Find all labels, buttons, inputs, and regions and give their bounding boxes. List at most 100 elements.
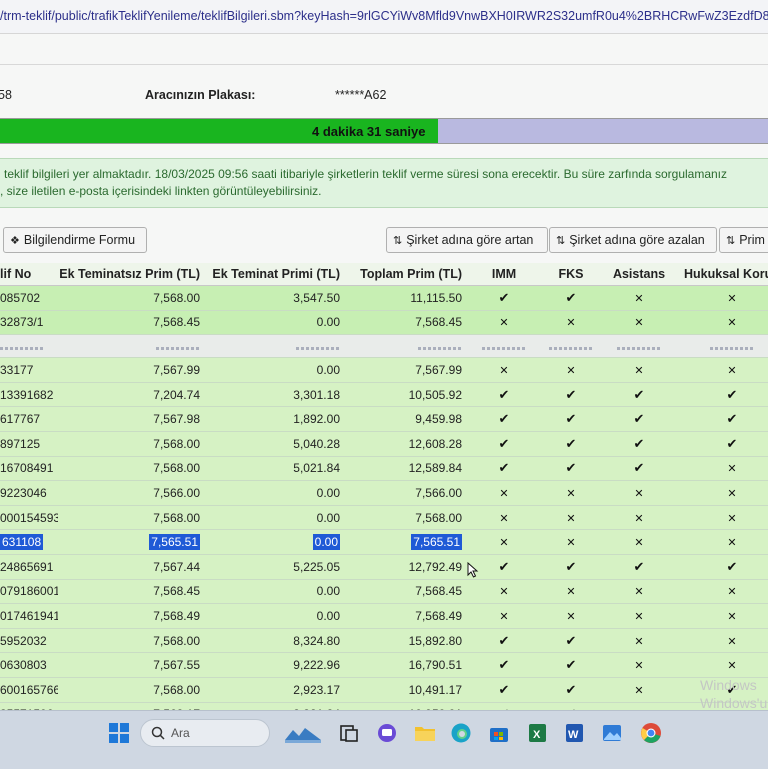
x-icon: ✕	[727, 317, 737, 330]
windows-start-icon[interactable]	[108, 722, 130, 744]
sort-desc-button[interactable]: ⇅ Şirket adına göre azalan	[549, 227, 717, 253]
hukuksal-cell: ✕	[674, 628, 768, 654]
task-view-icon[interactable]	[338, 722, 360, 744]
info-form-button[interactable]: ❖ Bilgilendirme Formu	[3, 227, 147, 253]
widget-icon[interactable]	[283, 722, 323, 744]
col-header-policy-no[interactable]: lif No	[0, 263, 58, 286]
sort-asc-icon: ⇅	[393, 235, 403, 247]
table-row[interactable]: 5952032 7,568.00 8,324.80 15,892.80 ✔ ✔ ✕ ✕	[0, 628, 768, 654]
policy-no-cell: 617767	[0, 406, 58, 432]
table-row[interactable]: 085702 7,568.00 3,547.50 11,115.50 ✔ ✔ ✕ ✕	[0, 285, 768, 311]
mouse-cursor-icon	[467, 562, 479, 578]
asistans-cell: ✔	[604, 431, 674, 457]
asistans-cell: ✕	[604, 480, 674, 506]
sort-asc-button[interactable]: ⇅ Şirket adına göre artan	[386, 227, 548, 253]
table-row[interactable]: 0001545930 7,568.00 0.00 7,568.00 ✕ ✕ ✕ ✕	[0, 505, 768, 531]
total-premium-cell-text: 10,491.17	[408, 682, 462, 697]
base-premium-cell: 7,566.00	[58, 480, 208, 506]
total-premium-cell-text: 7,566.00	[415, 485, 462, 500]
base-premium-cell-text: 7,568.00	[153, 633, 200, 648]
base-premium-cell: 7,568.45	[58, 310, 208, 336]
col-header-hukuksal[interactable]: Hukuksal Koru	[674, 263, 768, 286]
imm-cell: ✕	[470, 310, 538, 336]
check-icon: ✔	[565, 460, 577, 476]
col-header-total-premium[interactable]: Toplam Prim (TL)	[348, 263, 470, 286]
policy-no-cell: 32873/1	[0, 310, 58, 336]
check-icon: ✔	[633, 460, 645, 476]
table-row[interactable]: 0174619411 7,568.49 0.00 7,568.49 ✕ ✕ ✕ ✕	[0, 603, 768, 629]
placeholder-bar	[617, 347, 661, 351]
extra-premium-cell: 9,222.96	[208, 652, 348, 678]
x-icon: ✕	[634, 512, 644, 525]
chat-icon[interactable]	[376, 722, 398, 744]
table-row[interactable]: 9223046 7,566.00 0.00 7,566.00 ✕ ✕ ✕ ✕	[0, 480, 768, 506]
hukuksal-cell: ✔	[674, 554, 768, 580]
table-row[interactable]: 6001657669 7,568.00 2,923.17 10,491.17 ✔ ✔ ✕ ✔	[0, 677, 768, 703]
base-premium-cell-text: 7,204.74	[153, 387, 200, 402]
check-icon: ✔	[726, 681, 738, 697]
base-premium-cell: 7,568.00	[58, 456, 208, 482]
col-header-extra-premium[interactable]: Ek Teminat Primi (TL)	[208, 263, 348, 286]
table-row[interactable]: 897125 7,568.00 5,040.28 12,608.28 ✔ ✔ ✔ ✔	[0, 431, 768, 457]
check-icon: ✔	[498, 558, 510, 574]
col-header-asistans[interactable]: Asistans	[604, 263, 674, 286]
extra-premium-cell-text: 0.00	[316, 584, 340, 599]
base-premium-cell-text: 7,567.44	[153, 559, 200, 574]
total-premium-cell: 16,790.51	[348, 652, 470, 678]
table-row[interactable]: 631108 7,565.51 0.00 7,565.51 ✕ ✕ ✕ ✕	[0, 529, 768, 555]
policy-no-cell-text: 0001545930	[0, 510, 58, 525]
col-header-fks[interactable]: FKS	[538, 263, 604, 286]
store-icon[interactable]	[488, 722, 510, 744]
imm-cell: ✔	[470, 628, 538, 654]
extra-premium-cell: 2,923.17	[208, 677, 348, 703]
placeholder-bar	[549, 347, 593, 351]
info-line-2: x, size iletilen e-posta içerisindeki li…	[0, 184, 322, 198]
base-premium-cell: 7,568.00	[58, 285, 208, 311]
excel-icon[interactable]: X	[526, 722, 548, 744]
base-premium-cell: 7,567.55	[58, 652, 208, 678]
x-icon: ✕	[634, 364, 644, 377]
hukuksal-cell: ✔	[674, 677, 768, 703]
col-header-base-premium[interactable]: Ek Teminatsız Prim (TL)	[58, 263, 208, 286]
table-row[interactable]: 0630803 7,567.55 9,222.96 16,790.51 ✔ ✔ ✕ ✕	[0, 652, 768, 678]
extra-premium-cell-text: 3,381.84	[293, 707, 340, 710]
edge-browser-icon[interactable]	[450, 722, 472, 744]
check-icon: ✔	[726, 558, 738, 574]
total-premium-cell: 9,459.98	[348, 406, 470, 432]
sort-prim-button[interactable]: ⇅ Prim	[719, 227, 768, 253]
fks-cell: ✔	[538, 652, 604, 678]
base-premium-cell: 7,567.99	[58, 357, 208, 383]
base-premium-cell-text: 7,568.00	[153, 436, 200, 451]
total-premium-cell: 10,505.92	[348, 382, 470, 408]
file-explorer-icon[interactable]	[414, 722, 436, 744]
address-bar[interactable]: /trm-teklif/public/trafikTeklifYenileme/…	[0, 0, 768, 34]
table-row[interactable]: 24865691 7,567.44 5,225.05 12,792.49 ✔ ✔ ✔ ✔	[0, 554, 768, 580]
imm-cell: ✔	[470, 431, 538, 457]
chrome-icon[interactable]	[640, 722, 662, 744]
placeholder-bar	[482, 347, 526, 351]
table-row[interactable]: 35571506 7,568.17 3,381.84 10,950.01 ✔ ✔ ✕ ✕	[0, 702, 768, 710]
x-icon: ✕	[727, 463, 737, 476]
taskbar-search-input[interactable]: Ara	[140, 719, 270, 747]
total-premium-cell-text: 10,505.92	[408, 387, 462, 402]
table-row[interactable]: 13391682 7,204.74 3,301.18 10,505.92 ✔ ✔ ✔ ✔	[0, 382, 768, 408]
policy-no-cell-text: 085702	[0, 290, 41, 305]
base-premium-cell-text: 7,567.99	[153, 362, 200, 377]
table-top-rows: 085702 7,568.00 3,547.50 11,115.50 ✔ ✔ ✕ ✕ 32873…	[0, 285, 768, 336]
divider	[0, 64, 768, 65]
extra-premium-cell: 0.00	[208, 505, 348, 531]
x-icon: ✕	[634, 487, 644, 500]
photos-icon[interactable]	[601, 722, 623, 744]
table-row[interactable]: 33177 7,567.99 0.00 7,567.99 ✕ ✕ ✕ ✕	[0, 357, 768, 383]
base-premium-cell-text: 7,567.55	[153, 658, 200, 673]
hukuksal-cell: ✕	[674, 652, 768, 678]
total-premium-cell-text: 7,568.00	[415, 510, 462, 525]
table-row[interactable]: 079186001 7,568.45 0.00 7,568.45 ✕ ✕ ✕ ✕	[0, 579, 768, 605]
check-icon: ✔	[633, 386, 645, 402]
col-header-imm[interactable]: IMM	[470, 263, 538, 286]
word-icon[interactable]: W	[563, 722, 585, 744]
asistans-cell: ✕	[604, 677, 674, 703]
table-row[interactable]: 16708491 7,568.00 5,021.84 12,589.84 ✔ ✔ ✔ ✕	[0, 456, 768, 482]
table-row[interactable]: 32873/1 7,568.45 0.00 7,568.45 ✕ ✕ ✕ ✕	[0, 310, 768, 336]
table-row[interactable]: 617767 7,567.98 1,892.00 9,459.98 ✔ ✔ ✔ ✔	[0, 406, 768, 432]
